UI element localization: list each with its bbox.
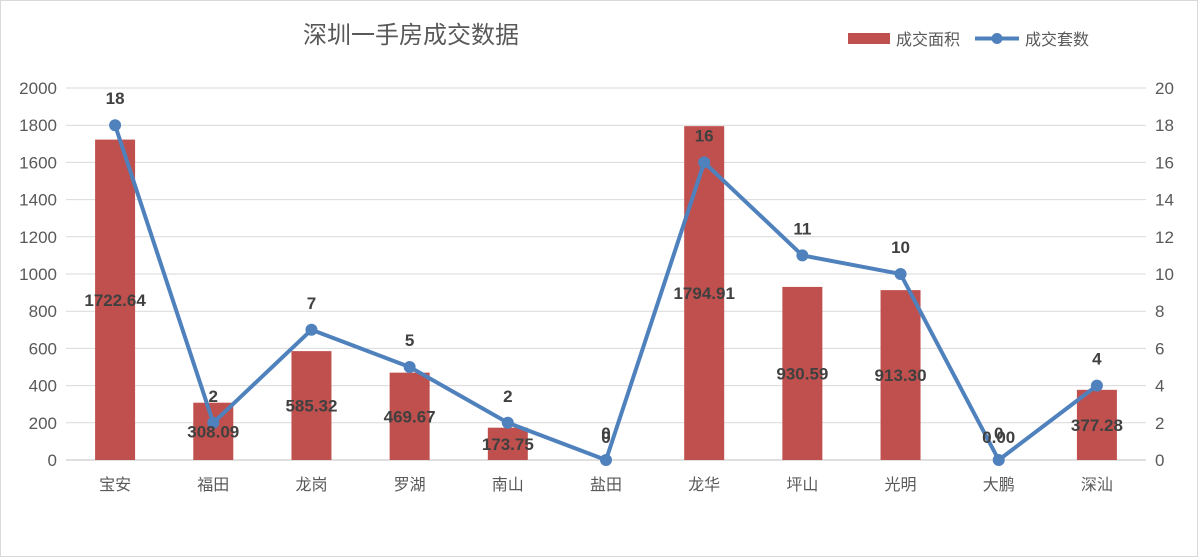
line-data-label: 11 [793,219,811,238]
right-tick-label: 20 [1155,79,1174,98]
bar [1076,389,1117,460]
chart-title: 深圳一手房成交数据 [303,21,519,49]
right-tick-label: 4 [1155,377,1164,396]
line-data-label: 5 [405,331,414,350]
line-point [894,268,907,280]
line-point [992,454,1005,466]
right-tick-label: 16 [1155,153,1174,172]
bar [782,286,823,460]
right-tick-label: 0 [1155,451,1164,470]
line-series [109,119,1103,466]
bar-data-label: 585.32 [285,397,337,416]
bar [684,126,725,461]
line-data-label: 16 [695,126,714,145]
left-tick-label: 1600 [19,153,57,172]
category-label: 深汕 [1081,475,1113,494]
line-data-labels: 18 2 7 5 2 0 16 11 10 0 4 [106,89,1103,443]
category-label: 大鹏 [983,475,1015,494]
bar [389,372,430,460]
line-data-label: 2 [503,387,512,406]
category-label: 光明 [885,475,917,494]
right-tick-label: 6 [1155,339,1164,358]
category-label: 坪山 [786,475,818,494]
left-tick-label: 400 [29,377,57,396]
line-point [600,454,612,466]
category-label: 龙岗 [295,475,327,494]
right-tick-label: 10 [1155,265,1174,284]
bar-data-label: 469.67 [384,407,436,426]
line-point [1090,379,1103,392]
category-label: 罗湖 [394,475,426,494]
bar-data-label: 930.59 [776,364,828,383]
line-data-label: 18 [106,89,125,108]
bar-data-labels: 1722.64 308.09 585.32 469.67 173.75 0 1794.91 9… [84,284,1123,454]
right-axis: 0 2 4 6 8 10 12 14 16 18 20 [1155,79,1174,470]
line-point [305,323,318,336]
bar-data-label: 913.30 [875,366,927,385]
line-point [207,416,220,429]
left-tick-label: 1000 [19,265,57,284]
left-tick-label: 2000 [19,79,57,98]
left-tick-label: 0 [48,451,57,470]
bar-data-label: 308.09 [187,422,239,441]
line-point [796,249,809,262]
bar-data-label: 1794.91 [673,284,734,303]
x-axis: 宝安 福田 龙岗 罗湖 南山 盐田 龙华 坪山 光明 大鹏 深汕 [99,475,1113,494]
legend-label-line: 成交套数 [1025,30,1089,49]
bar [291,351,332,460]
line-point [698,156,711,169]
line-data-label: 0 [994,424,1003,443]
category-label: 福田 [197,475,229,494]
left-axis: 0 200 400 600 800 1000 1200 1400 1600 1800 2000 [19,79,57,470]
right-tick-label: 2 [1155,414,1164,433]
legend-label-bar: 成交面积 [896,30,960,49]
left-tick-label: 1800 [19,116,57,135]
right-tick-label: 14 [1155,191,1174,210]
line-data-label: 0 [601,424,610,443]
line-point [109,119,122,132]
line-point [501,416,514,429]
bar-data-label: 377.28 [1071,416,1123,435]
left-tick-label: 1200 [19,228,57,247]
series-line [113,124,1099,462]
bar-data-label: 0.00 [982,428,1015,447]
legend-swatch-bar [848,33,890,44]
line-data-label: 2 [209,387,218,406]
bar [95,139,136,460]
bar-data-label: 0 [601,428,610,447]
bar-series [95,126,1117,461]
right-tick-label: 18 [1155,116,1174,135]
line-data-label: 4 [1092,350,1102,369]
left-tick-label: 800 [29,302,57,321]
category-label: 盐田 [590,475,622,494]
category-label: 宝安 [99,475,131,494]
gridlines [66,87,1146,461]
line-data-label: 10 [891,238,910,257]
left-tick-label: 600 [29,339,57,358]
bar [880,290,921,460]
left-tick-label: 1400 [19,191,57,210]
category-label: 龙华 [688,475,720,494]
bar-data-label: 1722.64 [84,291,146,310]
line-data-label: 7 [307,294,316,313]
bar [487,427,528,460]
bar-data-label: 173.75 [482,435,534,454]
legend: 成交面积 成交套数 [848,30,1089,49]
right-tick-label: 12 [1155,228,1174,247]
legend-marker-line [991,33,1003,44]
line-point [403,361,416,373]
right-tick-label: 8 [1155,302,1164,321]
category-label: 南山 [492,475,524,494]
left-tick-label: 200 [29,414,57,433]
